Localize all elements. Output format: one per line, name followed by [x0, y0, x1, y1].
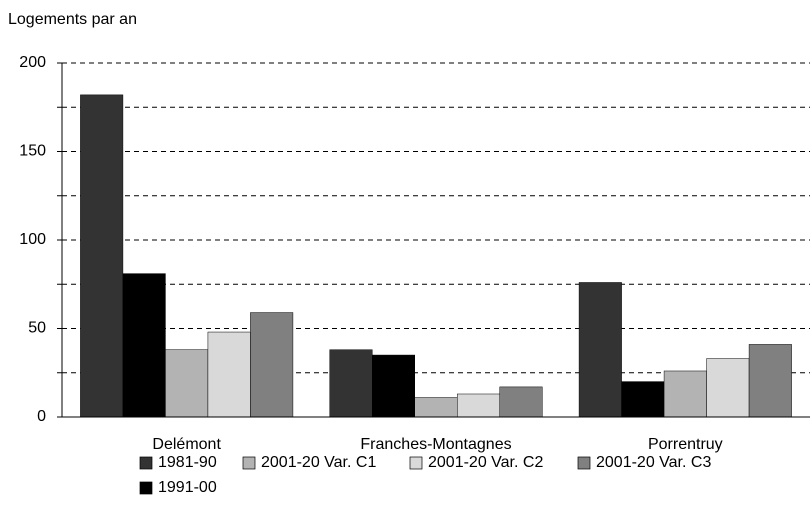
y-tick-label: 100	[19, 231, 46, 248]
legend-swatch	[139, 481, 153, 495]
y-tick-label: 50	[28, 320, 46, 337]
x-tick-label: Franches-Montagnes	[360, 436, 511, 453]
bar	[621, 381, 665, 418]
bar	[414, 397, 458, 418]
bar	[165, 349, 209, 418]
legend-label: 2001-20 Var. C3	[596, 454, 711, 471]
legend-label: 2001-20 Var. C1	[261, 454, 376, 471]
legend-label: 2001-20 Var. C2	[428, 454, 543, 471]
bar	[706, 358, 750, 418]
bar	[578, 282, 622, 418]
bar	[748, 344, 792, 418]
y-axis-label: Logements par an	[8, 11, 137, 28]
bar	[329, 349, 373, 418]
legend-label: 1981-90	[158, 454, 217, 471]
legend-swatch	[577, 456, 591, 470]
legend-swatch	[409, 456, 423, 470]
x-tick-label: Delémont	[152, 436, 221, 453]
bar	[499, 386, 543, 418]
y-tick-label: 200	[19, 54, 46, 71]
legend-swatch	[139, 456, 153, 470]
x-tick-label: Porrentruy	[648, 436, 723, 453]
legend-swatch	[242, 456, 256, 470]
y-tick-label: 150	[19, 143, 46, 160]
bar	[122, 273, 166, 418]
bar	[457, 393, 500, 418]
bar	[80, 94, 124, 418]
bar	[207, 331, 251, 418]
bar	[663, 370, 707, 418]
bar	[250, 312, 294, 418]
legend-label: 1991-00	[158, 479, 217, 496]
y-tick-label: 0	[37, 408, 46, 425]
bar	[372, 354, 415, 418]
